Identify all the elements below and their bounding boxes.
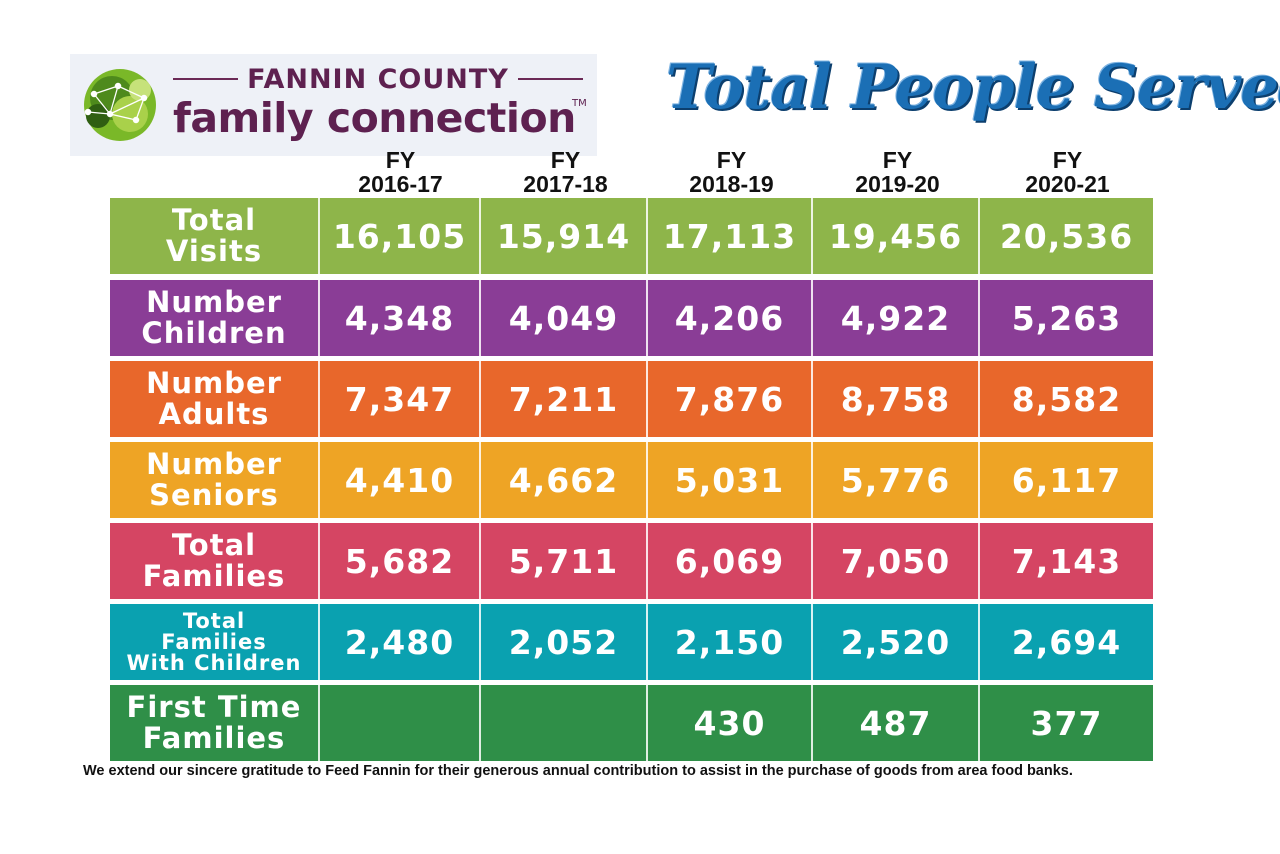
row-label: Number Seniors <box>110 442 320 518</box>
table-row: Number Children 4,348 4,049 4,206 4,922 5,263 <box>110 280 1153 356</box>
table-cell: 4,662 <box>481 442 648 518</box>
table-cell: 4,410 <box>320 442 481 518</box>
table-cell: 4,049 <box>481 280 648 356</box>
table-cell: 7,143 <box>1011 541 1122 581</box>
table-row: Number Seniors 4,410 4,662 5,031 5,776 6,117 <box>110 442 1153 518</box>
table-cell: 5,682 <box>320 523 481 599</box>
table-cell: 17,113 <box>648 198 813 274</box>
table-cell: 7,050 <box>813 523 980 599</box>
row-label: Number Children <box>110 280 320 356</box>
row-label-line: Adults <box>158 397 270 431</box>
table-cell: 2,150 <box>648 604 813 680</box>
table-row: Number Adults 7,347 7,211 7,876 8,758 8,582 <box>110 361 1153 437</box>
row-label-line: Total <box>182 608 246 633</box>
table-cell: 15,914 <box>481 198 648 274</box>
table-cell: 2,052 <box>481 604 648 680</box>
table-cell: 5,776 <box>813 442 980 518</box>
row-label-line: With Children <box>126 650 302 675</box>
table-cell: 4,348 <box>320 280 481 356</box>
table-cell <box>320 685 481 761</box>
table-cell: 377 <box>1030 703 1103 743</box>
row-label-line: Number <box>146 447 282 481</box>
row-label-line: Number <box>146 366 282 400</box>
row-label-line: Total <box>171 203 257 237</box>
logo-top-line: FANNIN COUNTY <box>173 62 583 96</box>
table-cell: 2,694 <box>1011 622 1122 662</box>
row-label-line: Total <box>171 528 257 562</box>
table-row: Total Families 5,682 5,711 6,069 7,050 7,143 <box>110 523 1153 599</box>
table-cell: 6,117 <box>1011 460 1122 500</box>
table-row: First Time Families 430 487 377 <box>110 685 1153 761</box>
logo-county-text: FANNIN COUNTY <box>247 63 509 95</box>
table-cell: 2,520 <box>813 604 980 680</box>
year-header: FY 2016-17 <box>320 148 481 196</box>
table-cell: 8,582 <box>1011 379 1122 419</box>
table-cell: 7,211 <box>481 361 648 437</box>
table-cell: 2,480 <box>320 604 481 680</box>
row-label: Total Families With Children <box>110 604 320 680</box>
table-cell: 430 <box>648 685 813 761</box>
table-cell: 4,922 <box>813 280 980 356</box>
table-cell: 8,758 <box>813 361 980 437</box>
logo-trademark: TM <box>572 98 587 109</box>
row-label-line: Children <box>141 316 287 350</box>
table-cell: 4,206 <box>648 280 813 356</box>
year-header: FY 2017-18 <box>482 148 649 196</box>
table-cell: 7,876 <box>648 361 813 437</box>
page-title: Total People Served <box>666 52 1280 123</box>
year-header-fy: FY <box>1052 147 1083 173</box>
row-label-line: Seniors <box>149 478 279 512</box>
year-header-period: 2016-17 <box>358 171 443 197</box>
row-label-line: Visits <box>165 234 263 268</box>
row-label: Number Adults <box>110 361 320 437</box>
table-cell: 6,069 <box>648 523 813 599</box>
row-label-line: First Time <box>126 690 302 724</box>
table-cell: 7,347 <box>320 361 481 437</box>
row-label-line: Number <box>146 285 282 319</box>
table-row: Total Visits 16,105 15,914 17,113 19,456 20,53… <box>110 198 1153 274</box>
table-cell <box>481 685 648 761</box>
row-label-line: Families <box>142 721 286 755</box>
row-label-line: Families <box>161 629 267 654</box>
logo-main-text: family connection <box>173 94 576 142</box>
year-header-period: 2020-21 <box>1025 171 1110 197</box>
year-header-fy: FY <box>550 147 581 173</box>
table-cell: 16,105 <box>320 198 481 274</box>
table-cell: 5,711 <box>481 523 648 599</box>
footer-note: We extend our sincere gratitude to Feed … <box>83 763 1073 779</box>
year-header-fy: FY <box>385 147 416 173</box>
row-label: Total Families <box>110 523 320 599</box>
year-header-period: 2017-18 <box>523 171 608 197</box>
table-row: Total Families With Children 2,480 2,052 2,15… <box>110 604 1153 680</box>
family-connection-logo-icon <box>84 69 156 141</box>
year-header-period: 2018-19 <box>689 171 774 197</box>
table-cell: 5,031 <box>648 442 813 518</box>
year-header: FY 2018-19 <box>649 148 814 196</box>
table-cell: 487 <box>813 685 980 761</box>
logo-rule-left <box>173 78 239 80</box>
table-cell: 20,536 <box>999 216 1134 256</box>
row-label: Total Visits <box>110 198 320 274</box>
year-header-fy: FY <box>716 147 747 173</box>
logo: FANNIN COUNTY family connection TM <box>70 54 597 156</box>
year-header: FY 2019-20 <box>814 148 981 196</box>
year-header-fy: FY <box>882 147 913 173</box>
year-header-period: 2019-20 <box>855 171 940 197</box>
year-header: FY 2020-21 <box>981 148 1154 196</box>
row-label-line: Families <box>142 559 286 593</box>
table-cell: 19,456 <box>813 198 980 274</box>
logo-rule-right <box>517 78 583 80</box>
row-label: First Time Families <box>110 685 320 761</box>
table-cell: 5,263 <box>1011 298 1122 338</box>
